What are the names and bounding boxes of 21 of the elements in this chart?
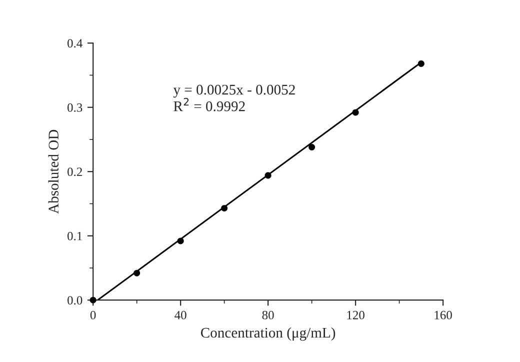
y-tick-label: 0.0: [68, 296, 82, 305]
x-tick-label: 80: [262, 310, 274, 320]
point: [308, 144, 316, 150]
y-axis-title: Absoluted OD: [48, 130, 59, 214]
x-tick-label: 0: [90, 310, 96, 320]
x-tick-label: 40: [174, 310, 186, 320]
annotation: y = 0.0025x - 0.0052: [173, 84, 295, 98]
point: [352, 109, 359, 116]
y-tick-label: 0.1: [68, 232, 82, 240]
point: [221, 204, 228, 212]
y-tick-label: 0.4: [68, 39, 82, 48]
point: [418, 60, 424, 67]
point: [134, 270, 140, 276]
x-tick-label: 160: [434, 310, 452, 320]
y-tick-label: 0.3: [68, 103, 82, 112]
x-tick-label: 120: [347, 310, 364, 320]
point: [177, 238, 184, 244]
y-tick-label: 0.2: [68, 168, 82, 176]
point: [264, 172, 272, 179]
annotation: R$^{2}$ = 0.9992: [174, 98, 245, 112]
x-axis-title: Concentration (μg/mL): [200, 327, 336, 341]
